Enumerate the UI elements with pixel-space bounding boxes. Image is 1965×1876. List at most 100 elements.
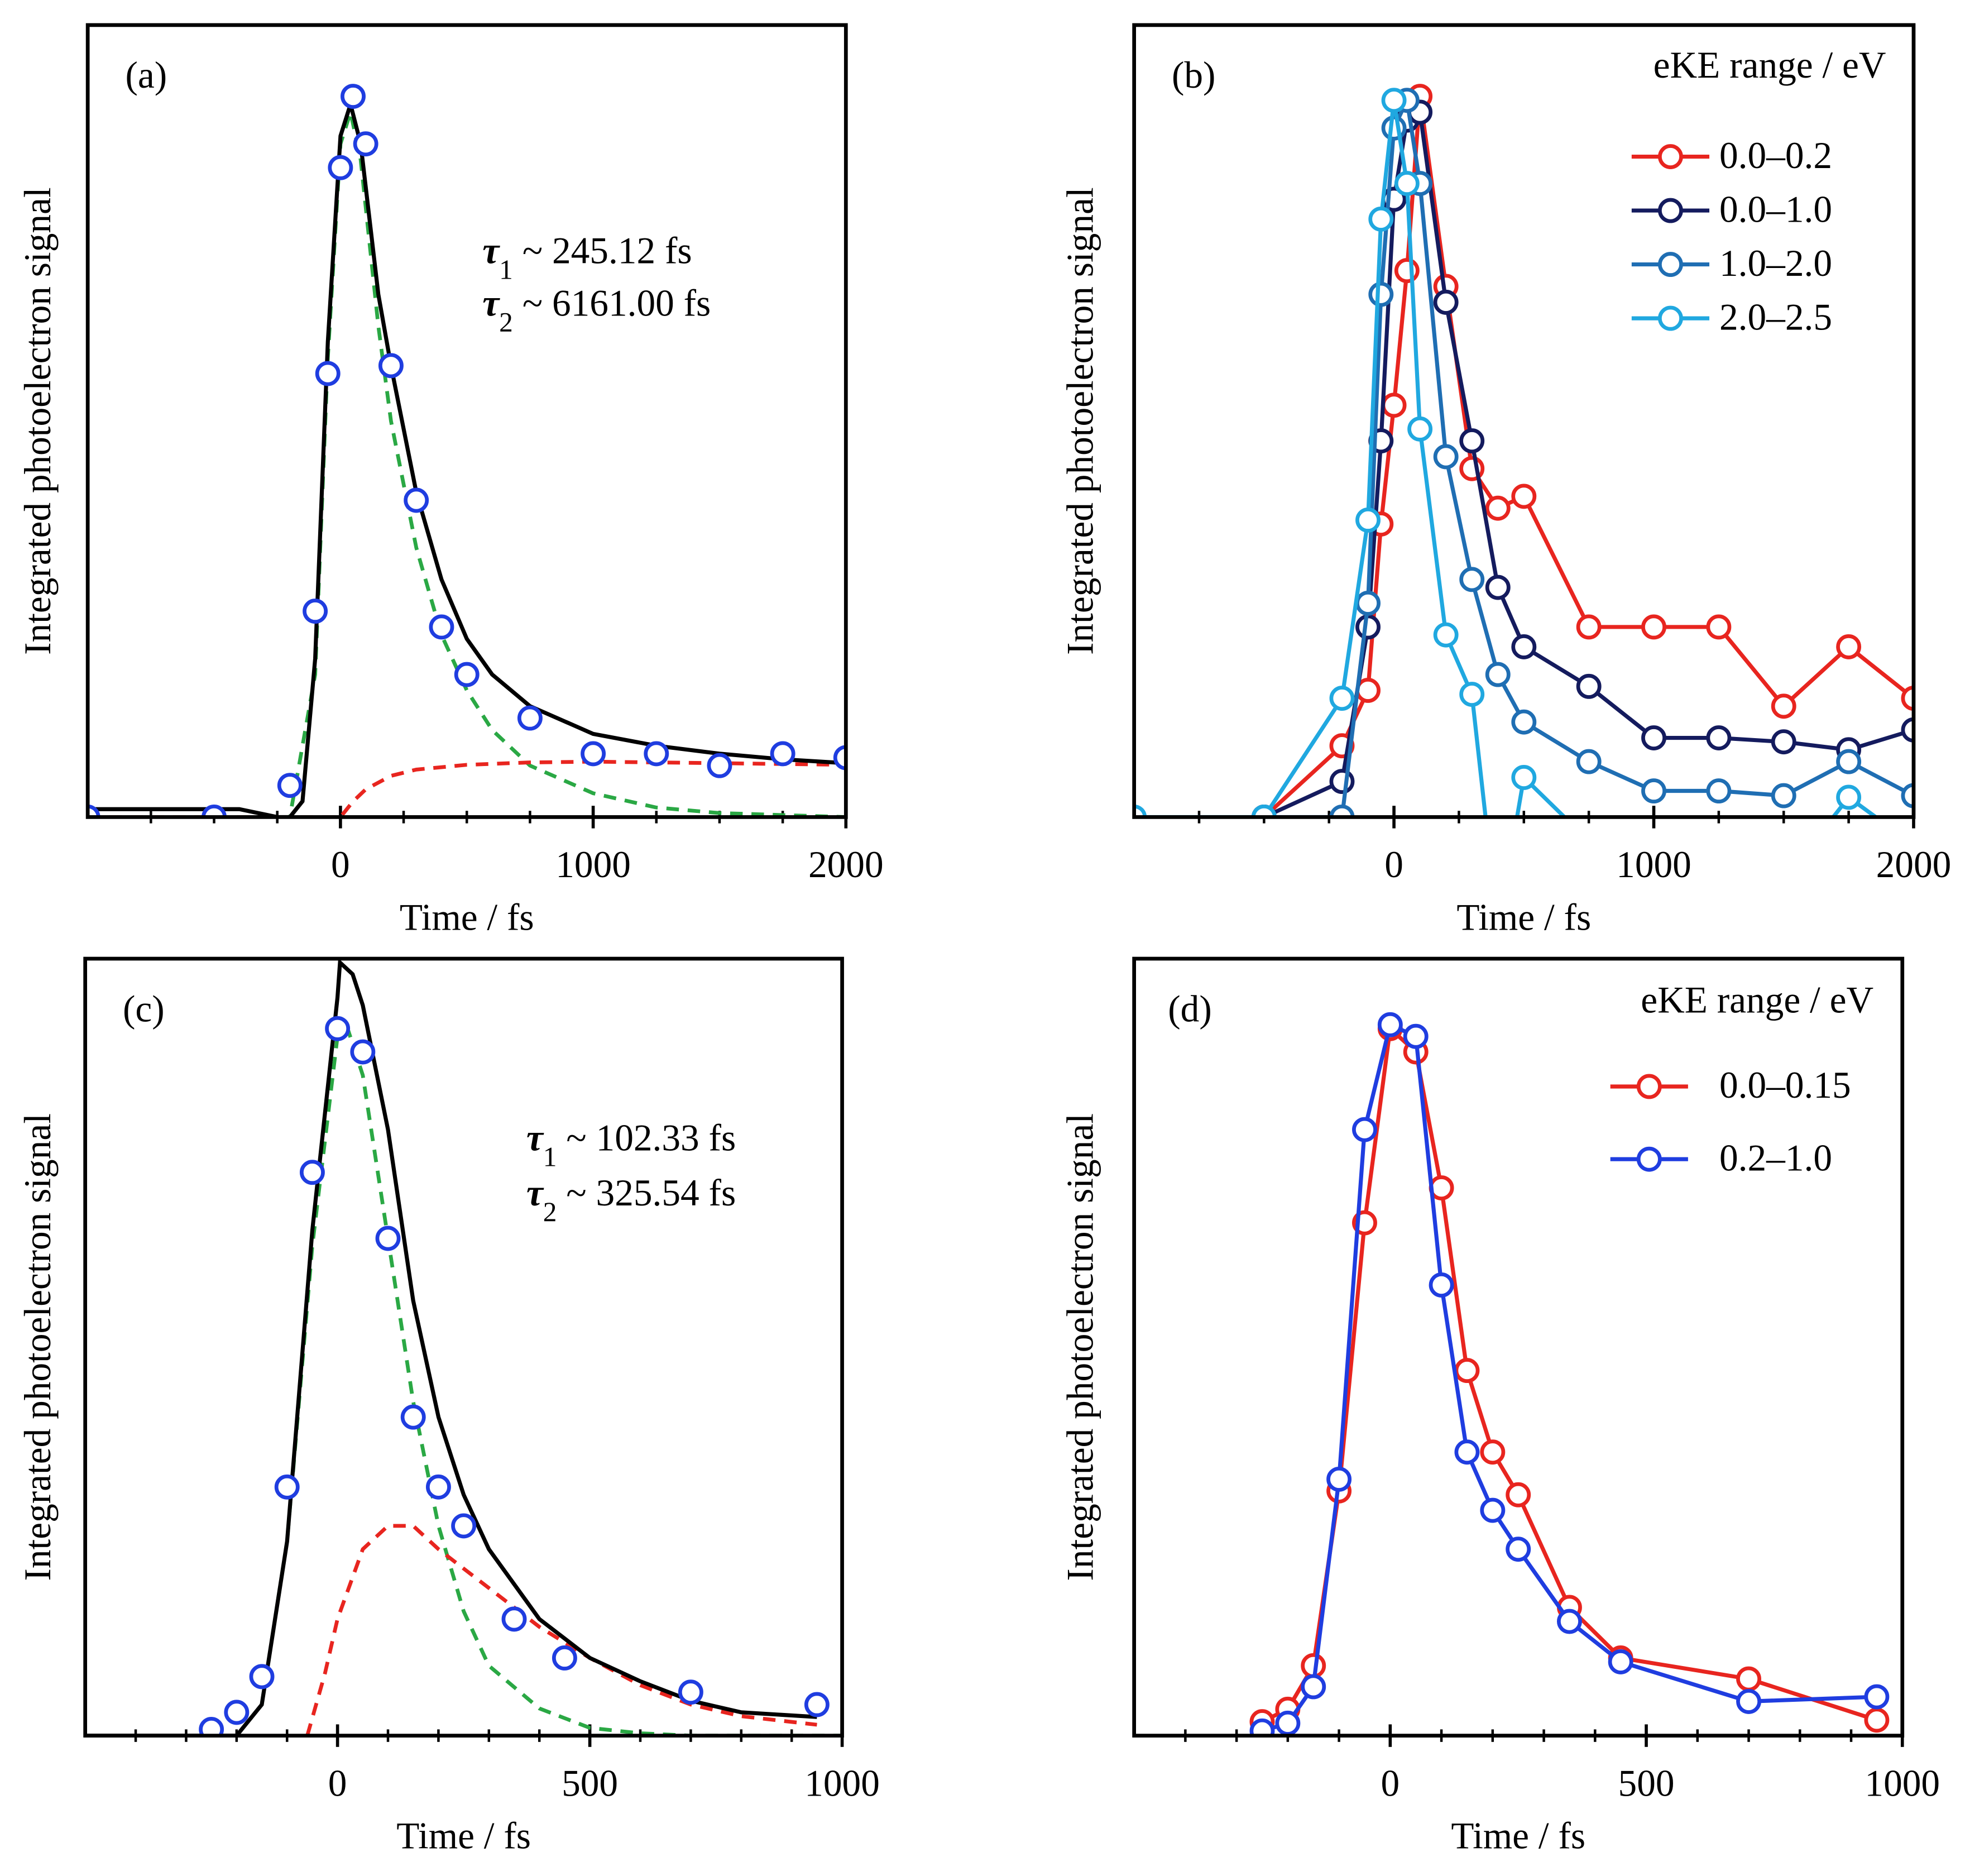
data-point bbox=[1576, 614, 1602, 640]
data-point bbox=[644, 741, 669, 767]
data-point bbox=[1454, 1439, 1480, 1465]
legend-label: 2.0–2.5 bbox=[1719, 296, 1832, 338]
data-point bbox=[1506, 1537, 1531, 1562]
series-line bbox=[305, 1524, 817, 1736]
data-point bbox=[1511, 634, 1537, 659]
data-point bbox=[1275, 1710, 1301, 1736]
x-tick-label: 2000 bbox=[808, 844, 884, 886]
data-point bbox=[1429, 1272, 1454, 1298]
panel: 0 1000 2000 (b) Time / fs Integrated photoele… bbox=[1060, 23, 1952, 938]
data-point bbox=[1454, 1358, 1480, 1384]
data-point bbox=[1485, 662, 1511, 687]
annotation: τ1 ~ 245.12 fs bbox=[482, 229, 692, 284]
x-tick-label: 500 bbox=[1618, 1762, 1675, 1804]
annotation-symbol: τ bbox=[482, 229, 500, 271]
panel: 0 1000 2000 (a) Time / fs Integrated photoele… bbox=[17, 23, 884, 938]
plot-frame bbox=[85, 23, 848, 819]
legend-marker bbox=[1636, 1074, 1662, 1099]
series-line bbox=[88, 97, 846, 817]
x-tick-label: 500 bbox=[562, 1762, 618, 1804]
x-tick-label: 0 bbox=[1384, 844, 1403, 886]
data-point bbox=[1864, 1707, 1890, 1733]
x-tick-label: 0 bbox=[331, 844, 350, 886]
data-point bbox=[1329, 804, 1355, 817]
annotation: τ1 ~ 102.33 fs bbox=[526, 1117, 736, 1171]
series-line bbox=[85, 959, 817, 1736]
data-point bbox=[375, 1226, 401, 1251]
data-point bbox=[350, 1039, 376, 1065]
legend-label: 1.0–2.0 bbox=[1719, 242, 1832, 284]
legend-marker bbox=[1658, 144, 1683, 170]
panel-label: (a) bbox=[125, 54, 167, 96]
data-point bbox=[1511, 709, 1537, 735]
x-axis-label: Time / fs bbox=[396, 1815, 531, 1857]
data-point bbox=[581, 741, 606, 767]
legend-marker bbox=[1636, 1146, 1662, 1172]
annotation-symbol: τ bbox=[482, 283, 500, 324]
legend-label: 0.2–1.0 bbox=[1719, 1137, 1832, 1179]
x-tick-label: 2000 bbox=[1876, 844, 1952, 886]
data-point bbox=[429, 614, 454, 640]
data-point bbox=[1706, 778, 1732, 804]
data-point bbox=[1836, 784, 1862, 810]
data-point bbox=[1394, 171, 1420, 197]
data-point bbox=[1459, 682, 1485, 707]
annotation: τ2 ~ 325.54 fs bbox=[526, 1172, 736, 1227]
data-point bbox=[202, 804, 227, 817]
annotation-symbol: τ bbox=[526, 1117, 544, 1159]
data-point bbox=[1433, 444, 1459, 470]
data-point bbox=[517, 705, 543, 731]
plot-frame bbox=[1132, 23, 1916, 819]
annotation-text: ~ 102.33 fs bbox=[557, 1117, 736, 1159]
data-point bbox=[1485, 495, 1511, 521]
data-point bbox=[1355, 508, 1381, 533]
legend-title: eKE range / eV bbox=[1641, 979, 1873, 1021]
data-point bbox=[1736, 1666, 1761, 1692]
data-point bbox=[1403, 1023, 1429, 1049]
series-line bbox=[88, 104, 846, 817]
data-point bbox=[1480, 1439, 1506, 1465]
data-point bbox=[1459, 428, 1485, 454]
data-point bbox=[552, 1645, 577, 1671]
data-point bbox=[249, 1664, 275, 1690]
legend-marker bbox=[1658, 198, 1683, 223]
data-point bbox=[1251, 804, 1277, 817]
x-axis-label: Time / fs bbox=[1456, 896, 1591, 938]
data-point bbox=[199, 1717, 224, 1736]
data-point bbox=[1329, 686, 1355, 711]
data-point bbox=[224, 1700, 250, 1725]
panel: 0 500 1000 (d) Time / fs Integrated photoelec… bbox=[1060, 956, 1940, 1857]
data-point bbox=[451, 1513, 477, 1539]
data-point bbox=[501, 1606, 527, 1632]
plot-area bbox=[1134, 84, 1914, 891]
plot-frame bbox=[83, 956, 844, 1738]
x-axis-label: Time / fs bbox=[1451, 1815, 1585, 1857]
data-point bbox=[1836, 749, 1862, 774]
annotation-symbol: τ bbox=[526, 1172, 544, 1214]
legend-label: 0.0–0.2 bbox=[1719, 135, 1832, 176]
data-point bbox=[1381, 88, 1407, 113]
data-point bbox=[1459, 567, 1485, 592]
data-point bbox=[1368, 281, 1394, 307]
data-point bbox=[1394, 258, 1420, 284]
y-axis-label: Integrated photoelectron signal bbox=[17, 1113, 59, 1581]
plot-area bbox=[1249, 1012, 1890, 1736]
data-point bbox=[678, 1679, 703, 1705]
data-point bbox=[328, 155, 353, 180]
data-point bbox=[1506, 1482, 1531, 1508]
data-point bbox=[400, 1404, 426, 1430]
y-axis-label: Integrated photoelectron signal bbox=[1060, 1113, 1101, 1581]
plot-frame bbox=[1132, 956, 1905, 1738]
data-point bbox=[1433, 622, 1459, 648]
data-point bbox=[1578, 830, 1599, 851]
data-point bbox=[1641, 614, 1666, 640]
panel-label: (d) bbox=[1168, 988, 1212, 1030]
data-point bbox=[1641, 725, 1666, 750]
annotation-subscript: 2 bbox=[499, 307, 513, 337]
series-line bbox=[88, 759, 846, 817]
data-point bbox=[274, 1474, 300, 1500]
series-line bbox=[1134, 100, 1880, 817]
data-point bbox=[1771, 783, 1796, 808]
data-point bbox=[315, 361, 341, 386]
data-point bbox=[1773, 870, 1794, 891]
